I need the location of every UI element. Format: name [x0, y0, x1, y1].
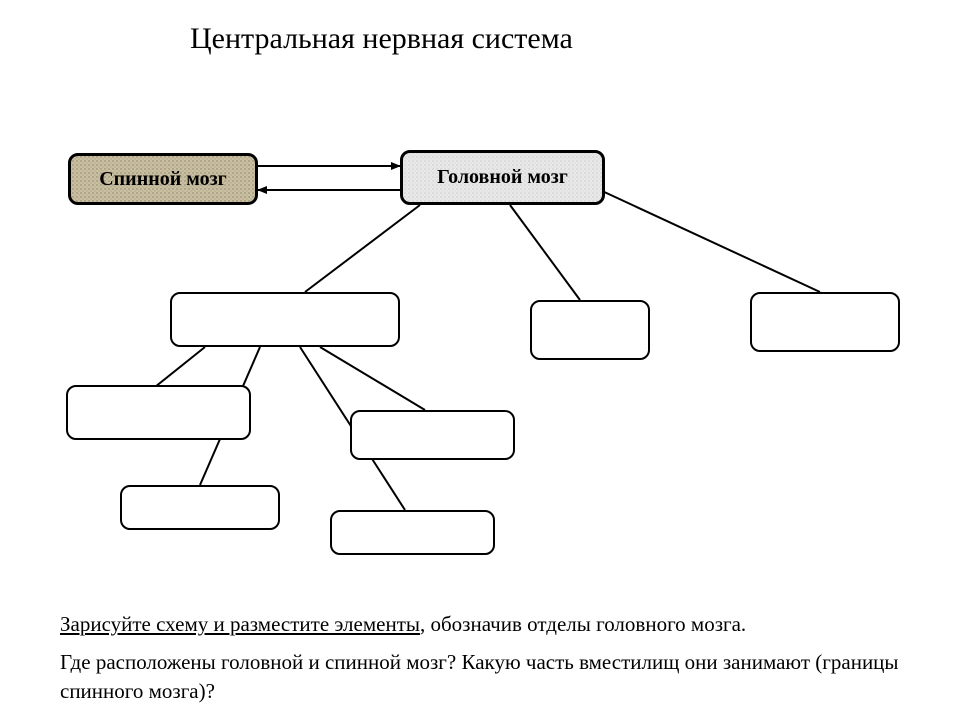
- caption-block: Зарисуйте схему и разместите элементы, о…: [60, 610, 930, 705]
- node-low4: [330, 510, 495, 555]
- node-low3: [120, 485, 280, 530]
- node-mid1: [170, 292, 400, 347]
- caption-line-1: Зарисуйте схему и разместите элементы, о…: [60, 610, 930, 638]
- node-low2: [350, 410, 515, 460]
- node-brain: Головной мозг: [400, 150, 605, 205]
- page-title: Центральная нервная система: [190, 22, 790, 56]
- caption-underlined: Зарисуйте схему и разместите элементы: [60, 612, 420, 636]
- node-mid3: [750, 292, 900, 352]
- node-low1: [66, 385, 251, 440]
- node-label-brain: Головной мозг: [437, 166, 568, 189]
- caption-rest: , обозначив отделы головного мозга.: [420, 612, 746, 636]
- node-spinal: Спинной мозг: [68, 153, 258, 205]
- node-label-spinal: Спинной мозг: [99, 168, 227, 191]
- caption-line-2: Где расположены головной и спинной мозг?…: [60, 648, 930, 705]
- node-mid2: [530, 300, 650, 360]
